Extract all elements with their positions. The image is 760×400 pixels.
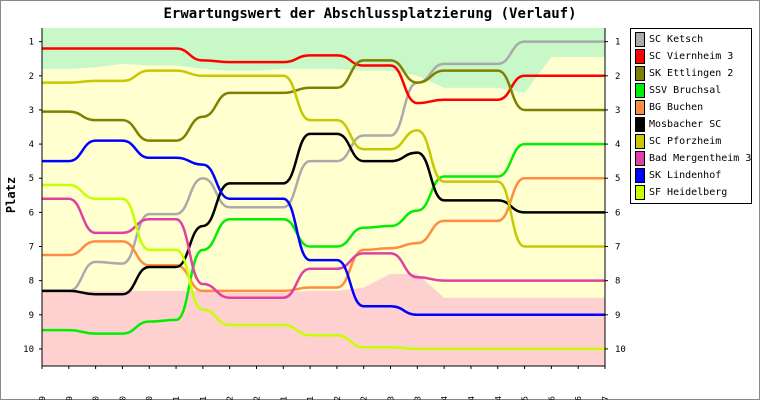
legend-swatch xyxy=(635,66,645,81)
axes: 1 1 2 2 3 3 4 4 5 5 6 6 7 7 8 8 9 9 10 10 04.09 18.09 02.10 16.… xyxy=(23,28,626,400)
series-line-1 xyxy=(42,40,605,293)
y-tick-label-left-9: 9 xyxy=(29,311,34,321)
x-tick-label-11.12: 11.12 xyxy=(226,396,235,400)
series-lines xyxy=(41,40,605,351)
x-tick-label-05.03: 05.03 xyxy=(387,396,396,400)
legend-label: Bad Mergentheim 3 xyxy=(649,153,752,164)
legend-label: SSV Bruchsal xyxy=(649,85,722,96)
series-line-5 xyxy=(42,176,605,293)
y-tick-label-right-6: 6 xyxy=(615,208,620,218)
y-tick-label-right-10: 10 xyxy=(615,345,626,355)
legend-swatch xyxy=(635,151,645,166)
y-tick-label-right-9: 9 xyxy=(615,311,620,321)
y-tick-label-left-10: 10 xyxy=(23,345,34,355)
series-line-9 xyxy=(42,139,605,317)
y-tick-label-right-2: 2 xyxy=(615,72,620,82)
x-tick-label-30.10: 30.10 xyxy=(145,396,154,400)
y-tick-label-right-8: 8 xyxy=(615,277,620,287)
x-tick-label-02.10: 02.10 xyxy=(92,396,101,400)
x-tick-label-13.11: 13.11 xyxy=(172,396,181,400)
y-tick-label-left-5: 5 xyxy=(29,174,34,184)
legend-item-3: SK Ettlingen 2 xyxy=(635,65,751,82)
y-tick-label-right-7: 7 xyxy=(615,243,620,253)
series-line-10 xyxy=(41,183,605,351)
legend-label: SF Heidelberg xyxy=(649,187,728,198)
y-tick-label-right-4: 4 xyxy=(615,140,620,150)
x-tick-label-18.09: 18.09 xyxy=(65,396,74,400)
legend-item-5: BG Buchen xyxy=(635,99,751,116)
series-line-3 xyxy=(42,59,605,142)
legend-swatch xyxy=(635,168,645,183)
legend-item-4: SSV Bruchsal xyxy=(635,82,751,99)
legend-item-2: SC Viernheim 3 xyxy=(635,48,751,65)
legend-swatch xyxy=(635,117,645,132)
legend: SC Ketsch SC Viernheim 3 SK Ettlingen 2 SSV… xyxy=(630,28,752,204)
legend-item-6: Mosbacher SC xyxy=(635,116,751,133)
legend-swatch xyxy=(635,83,645,98)
legend-swatch xyxy=(635,185,645,200)
legend-label: SC Pforzheim xyxy=(649,136,722,147)
x-tick-label-09.07: 09.07 xyxy=(601,396,610,400)
y-tick-label-right-1: 1 xyxy=(615,38,620,48)
chart-title: Erwartungswert der Abschlussplatzierung … xyxy=(163,6,576,22)
promotion-zone xyxy=(42,28,605,93)
x-tick-label-02.04: 02.04 xyxy=(440,396,449,400)
legend-swatch xyxy=(635,100,645,115)
legend-item-10: SF Heidelberg xyxy=(635,184,751,201)
legend-label: SK Ettlingen 2 xyxy=(649,68,734,79)
x-tick-label-05.02: 05.02 xyxy=(333,396,342,400)
x-tick-label-11.06: 11.06 xyxy=(547,396,556,400)
y-tick-label-left-8: 8 xyxy=(29,277,34,287)
x-tick-label-25.06: 25.06 xyxy=(574,396,583,400)
x-tick-label-25.12: 25.12 xyxy=(252,396,261,400)
x-tick-label-08.01: 08.01 xyxy=(279,396,288,400)
x-tick-label-22.01: 22.01 xyxy=(306,396,315,400)
y-tick-label-left-1: 1 xyxy=(29,38,34,48)
legend-swatch xyxy=(635,49,645,64)
legend-swatch xyxy=(635,32,645,47)
legend-swatch xyxy=(635,134,645,149)
relegation-zone xyxy=(42,273,605,366)
y-axis-label: Platz xyxy=(4,177,18,213)
y-tick-label-left-4: 4 xyxy=(29,140,34,150)
legend-item-7: SC Pforzheim xyxy=(635,133,751,150)
x-tick-label-16.04: 16.04 xyxy=(467,396,476,400)
x-tick-label-27.11: 27.11 xyxy=(199,396,208,400)
y-tick-label-right-5: 5 xyxy=(615,174,620,184)
series-line-7 xyxy=(41,69,605,248)
legend-item-9: SK Lindenhof xyxy=(635,167,751,184)
x-tick-label-19.03: 19.03 xyxy=(413,396,422,400)
x-tick-label-30.04: 30.04 xyxy=(494,396,503,400)
legend-item-1: SC Ketsch xyxy=(635,31,751,48)
legend-item-8: Bad Mergentheim 3 xyxy=(635,150,751,167)
y-tick-label-left-2: 2 xyxy=(29,72,34,82)
y-tick-label-right-3: 3 xyxy=(615,106,620,116)
y-tick-label-left-6: 6 xyxy=(29,208,34,218)
legend-label: SK Lindenhof xyxy=(649,170,722,181)
x-tick-label-04.09: 04.09 xyxy=(38,396,47,400)
y-tick-label-left-7: 7 xyxy=(29,243,34,253)
legend-label: SC Viernheim 3 xyxy=(649,51,734,62)
series-line-4 xyxy=(42,142,605,335)
legend-label: Mosbacher SC xyxy=(649,119,722,130)
x-tick-label-28.05: 28.05 xyxy=(521,396,530,400)
legend-label: BG Buchen xyxy=(649,102,704,113)
x-tick-label-19.02: 19.02 xyxy=(360,396,369,400)
y-tick-label-left-3: 3 xyxy=(29,106,34,116)
legend-label: SC Ketsch xyxy=(649,34,704,45)
x-tick-label-16.10: 16.10 xyxy=(118,396,127,400)
